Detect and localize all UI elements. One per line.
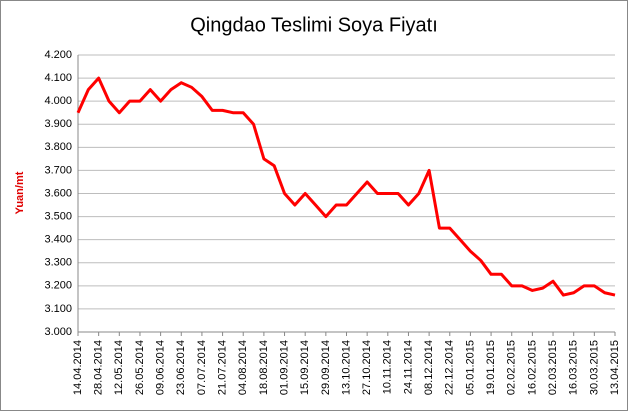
x-tick-label: 24.11.2014 — [402, 340, 414, 394]
x-tick-label: 16.02.2015 — [526, 340, 538, 395]
y-tick-label: 4.200 — [44, 49, 72, 61]
y-tick-label: 3.300 — [44, 257, 72, 269]
x-tick-label: 10.11.2014 — [382, 340, 394, 394]
y-tick-label: 3.200 — [44, 280, 72, 292]
x-tick-label: 27.10.2014 — [361, 340, 373, 395]
x-tick-label: 02.02.2015 — [506, 340, 518, 395]
x-tick-label: 05.01.2015 — [464, 340, 476, 395]
y-tick-label: 4.000 — [44, 95, 72, 107]
y-tick-label: 3.600 — [44, 187, 72, 199]
x-tick-label: 30.03.2015 — [588, 340, 600, 395]
x-tick-label: 13.04.2015 — [609, 340, 621, 395]
x-tick-label: 01.09.2014 — [278, 340, 290, 395]
x-tick-label: 22.12.2014 — [444, 340, 456, 395]
x-tick-label: 21.07.2014 — [216, 340, 228, 395]
y-tick-label: 3.900 — [44, 118, 72, 130]
x-tick-label: 18.08.2014 — [258, 340, 270, 395]
y-axis-label: Yuan/mt — [14, 171, 26, 214]
x-tick-label: 14.04.2014 — [72, 340, 84, 395]
x-tick-label: 15.09.2014 — [299, 340, 311, 395]
x-tick-label: 28.04.2014 — [93, 340, 105, 395]
x-tick-label: 09.06.2014 — [155, 340, 167, 395]
x-tick-label: 08.12.2014 — [423, 340, 435, 395]
y-tick-label: 3.400 — [44, 234, 72, 246]
x-tick-label: 04.08.2014 — [237, 340, 249, 395]
y-tick-label: 3.800 — [44, 141, 72, 153]
x-tick-label: 26.05.2014 — [134, 340, 146, 395]
y-tick-label: 3.100 — [44, 303, 72, 315]
y-tick-label: 3.500 — [44, 210, 72, 222]
x-tick-label: 16.03.2015 — [568, 340, 580, 395]
x-tick-label: 02.03.2015 — [547, 340, 559, 395]
chart-title: Qingdao Teslimi Soya Fiyatı — [190, 14, 438, 36]
y-tick-label: 4.100 — [44, 72, 72, 84]
price-line — [76, 76, 616, 297]
x-tick-label: 29.09.2014 — [320, 340, 332, 395]
x-tick-label: 23.06.2014 — [175, 340, 187, 395]
x-tick-label: 12.05.2014 — [113, 340, 125, 395]
x-tick-label: 19.01.2015 — [485, 340, 497, 395]
x-tick-label: 07.07.2014 — [196, 340, 208, 395]
y-tick-label: 3.700 — [44, 164, 72, 176]
x-tick-label: 13.10.2014 — [340, 340, 352, 395]
y-tick-label: 3.000 — [44, 326, 72, 338]
